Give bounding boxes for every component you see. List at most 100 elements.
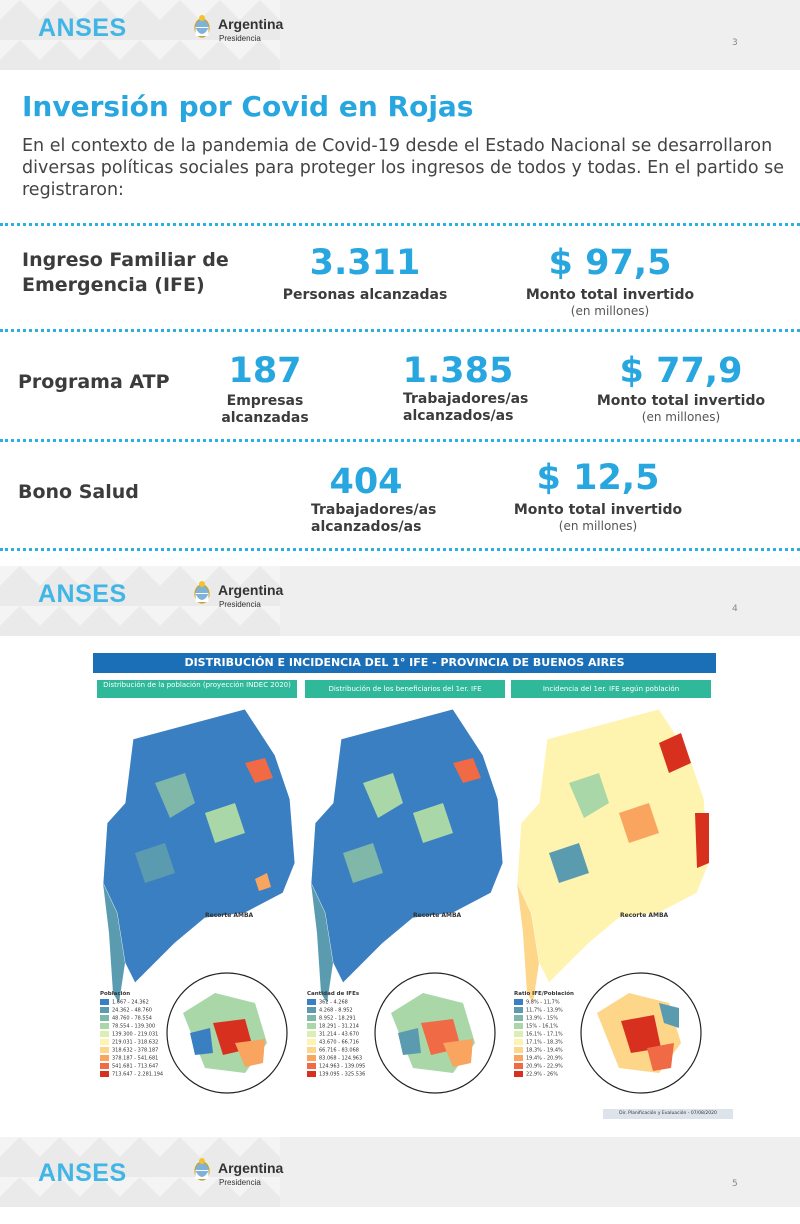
bono-amount-stat: $ 12,5 Monto total invertido (en millone… xyxy=(500,458,696,534)
atp-amount-value: $ 77,9 xyxy=(619,351,743,391)
atp-amount-caption: Monto total invertido xyxy=(596,393,766,409)
atp-label: Programa ATP xyxy=(18,371,170,393)
legend-item: 17,1% - 18,3% xyxy=(514,1039,574,1047)
legend-item: 11,7% - 13,9% xyxy=(514,1007,574,1015)
legend-label: 1.667 - 24.362 xyxy=(112,999,149,1006)
legend-swatch xyxy=(307,1055,316,1061)
legend-swatch xyxy=(514,1063,523,1069)
legend-swatch xyxy=(307,1007,316,1013)
legend-label: 22,9% - 26% xyxy=(526,1071,558,1078)
legend-swatch xyxy=(307,1031,316,1037)
legend-label: 139.095 - 325.536 xyxy=(319,1071,366,1078)
legend-swatch xyxy=(514,1015,523,1021)
legend-label: 15% - 16,1% xyxy=(526,1023,558,1030)
atp-amount-stat: $ 77,9 Monto total invertido (en millone… xyxy=(588,351,774,425)
page-title: Inversión por Covid en Rojas xyxy=(22,90,474,123)
ife-amount-value: $ 97,5 xyxy=(548,243,672,283)
legend-swatch xyxy=(514,1031,523,1037)
legend-item: 139.095 - 325.536 xyxy=(307,1071,365,1079)
legend-item: 78.554 - 139.300 xyxy=(100,1023,163,1031)
legend-item: 48.760 - 78.554 xyxy=(100,1015,163,1023)
legend-label: 31.214 - 43.670 xyxy=(319,1031,359,1038)
legend-swatch xyxy=(514,1071,523,1077)
legend-item: 1.667 - 24.362 xyxy=(100,999,163,1007)
bono-label: Bono Salud xyxy=(18,481,139,503)
divider xyxy=(0,439,800,442)
legend-label: 18.291 - 31.214 xyxy=(319,1023,359,1030)
population-legend: Población 1.667 - 24.362 24.362 - 48.760… xyxy=(100,991,163,1079)
legend-item: 4.268 - 8.952 xyxy=(307,1007,365,1015)
header-pattern xyxy=(0,1137,280,1207)
legend-label: 362 - 4.268 xyxy=(319,999,348,1006)
legend-swatch xyxy=(514,1039,523,1045)
bono-amount-value: $ 12,5 xyxy=(536,458,660,498)
recorte-label: Recorte AMBA xyxy=(620,912,669,919)
bono-amount-unit: (en millones) xyxy=(558,519,638,533)
divider xyxy=(0,548,800,551)
legend-label: 9,8% - 11,7% xyxy=(526,999,560,1006)
legend-swatch xyxy=(100,1031,109,1037)
legend-item: 19,4% - 20,9% xyxy=(514,1055,574,1063)
legend-swatch xyxy=(100,999,109,1005)
header-pattern xyxy=(0,566,280,636)
legend-title: Población xyxy=(100,991,131,997)
legend-swatch xyxy=(307,1023,316,1029)
legend-swatch xyxy=(307,999,316,1005)
argentina-seal-icon xyxy=(194,581,210,604)
legend-swatch xyxy=(307,1039,316,1045)
intro-text: En el contexto de la pandemia de Covid-1… xyxy=(22,136,785,200)
ife-map-sheet: DISTRIBUCIÓN E INCIDENCIA DEL 1° IFE - P… xyxy=(93,653,733,1121)
legend-item: 24.362 - 48.760 xyxy=(100,1007,163,1015)
beneficiaries-map xyxy=(310,708,504,1094)
legend-label: 219.031 - 318.632 xyxy=(112,1039,159,1046)
legend-swatch xyxy=(307,1015,316,1021)
atp-workers-value: 1.385 xyxy=(402,351,514,391)
legend-swatch xyxy=(100,1007,109,1013)
legend-item: 18,3% - 19,4% xyxy=(514,1047,574,1055)
gov-name: Argentina xyxy=(218,582,284,598)
gov-sub: Presidencia xyxy=(219,1178,261,1187)
legend-swatch xyxy=(100,1063,109,1069)
bono-amount-caption: Monto total invertido xyxy=(513,502,683,518)
legend-swatch xyxy=(514,1023,523,1029)
legend-swatch xyxy=(307,1071,316,1077)
anses-logo: ANSES xyxy=(38,580,127,608)
legend-label: 83.068 - 124.963 xyxy=(319,1055,363,1062)
ife-label: Ingreso Familiar de Emergencia (IFE) xyxy=(22,249,229,296)
legend-label: 20,9% - 22,9% xyxy=(526,1063,563,1070)
legend-item: 362 - 4.268 xyxy=(307,999,365,1007)
legend-item: 15% - 16,1% xyxy=(514,1023,574,1031)
legend-item: 13,9% - 15% xyxy=(514,1015,574,1023)
legend-label: 78.554 - 139.300 xyxy=(112,1023,156,1030)
legend-label: 17,1% - 18,3% xyxy=(526,1039,563,1046)
slide-header-4: ANSES Argentina Presidencia 4 xyxy=(0,566,800,636)
anses-logo: ANSES xyxy=(38,1159,127,1187)
legend-label: 48.760 - 78.554 xyxy=(112,1015,152,1022)
legend-swatch xyxy=(100,1047,109,1053)
gov-name: Argentina xyxy=(218,16,284,32)
legend-item: 713.647 - 2.281.194 xyxy=(100,1071,163,1079)
ife-people-caption: Personas alcanzadas xyxy=(282,287,448,303)
legend-label: 66.716 - 83.068 xyxy=(319,1047,359,1054)
ife-amount-caption: Monto total invertido xyxy=(525,287,695,303)
legend-swatch xyxy=(100,1015,109,1021)
legend-item: 66.716 - 83.068 xyxy=(307,1047,365,1055)
legend-label: 18,3% - 19,4% xyxy=(526,1047,563,1054)
header-pattern xyxy=(0,0,280,70)
argentina-seal-icon xyxy=(194,1158,210,1181)
legend-swatch xyxy=(514,999,523,1005)
divider xyxy=(0,223,800,226)
legend-item: 378.187 - 541.681 xyxy=(100,1055,163,1063)
bono-workers-stat: 404 Trabajadores/as alcanzados/as xyxy=(290,462,442,536)
legend-label: 24.362 - 48.760 xyxy=(112,1007,152,1014)
legend-title: Cantidad de IFEs xyxy=(307,991,360,997)
legend-swatch xyxy=(514,1055,523,1061)
legend-swatch xyxy=(307,1047,316,1053)
legend-item: 139.300 - 219.031 xyxy=(100,1031,163,1039)
ife-amount-stat: $ 97,5 Monto total invertido (en millone… xyxy=(515,243,705,319)
legend-label: 378.187 - 541.681 xyxy=(112,1055,159,1062)
slide-header-3: ANSES Argentina Presidencia 3 xyxy=(0,0,800,70)
legend-label: 8.952 - 18.291 xyxy=(319,1015,356,1022)
ife-people-stat: 3.311 Personas alcanzadas xyxy=(272,243,458,304)
bono-workers-caption: Trabajadores/as alcanzados/as xyxy=(311,502,437,535)
